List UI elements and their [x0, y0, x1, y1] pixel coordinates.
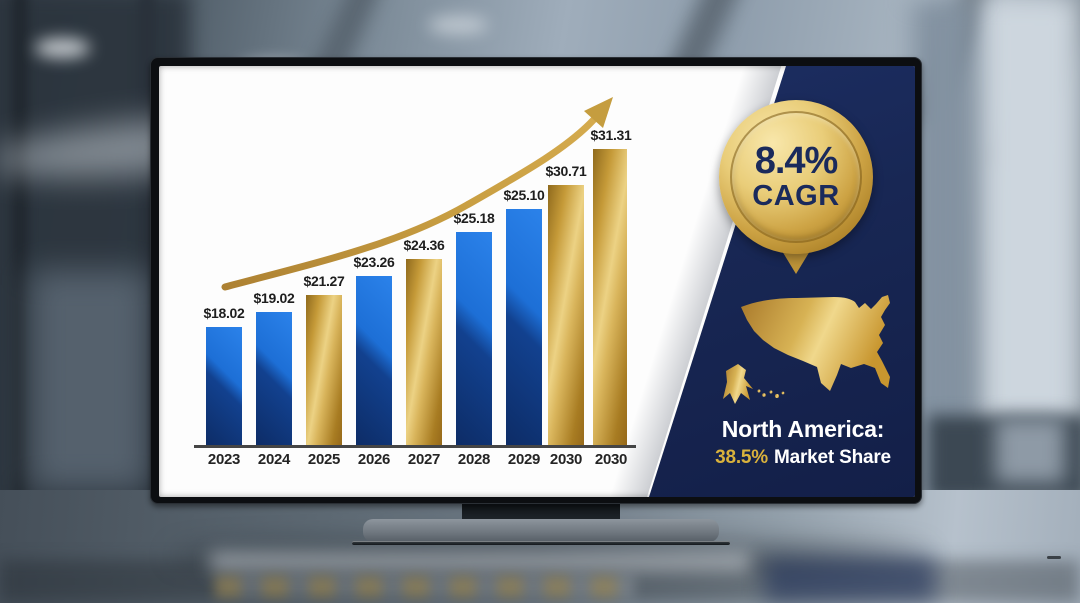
tv-frame: $18.02 $19.02 $21.27 $23.26 $24.36 $25.1… — [150, 57, 1061, 559]
x-tick-label: 2023 — [207, 451, 241, 468]
region-share-block: North America: 38.5% Market Share — [653, 416, 915, 469]
share-value: 38.5% — [715, 447, 768, 469]
usa-map-icon — [723, 295, 890, 404]
bezel-sensor-notch — [1047, 556, 1061, 559]
tv-stand-neck — [462, 503, 620, 524]
bar-value-label: $31.31 — [590, 127, 632, 143]
ceiling-beam — [910, 0, 996, 129]
bar-value-label: $30.71 — [545, 163, 587, 179]
x-tick-label: 2026 — [357, 451, 391, 468]
region-share-line: 38.5% Market Share — [653, 447, 915, 469]
ceiling-light — [35, 38, 90, 58]
x-tick-label: 2029 — [507, 451, 541, 468]
x-tick-label: 2025 — [307, 451, 341, 468]
bar-2025 — [306, 295, 342, 445]
bar-value-label: $25.18 — [453, 210, 495, 226]
ceiling-beam — [990, 0, 1080, 175]
bar-2026 — [356, 276, 392, 445]
ceiling-light — [428, 16, 488, 34]
background-furniture-highlight — [995, 418, 1065, 483]
bar-value-label: $18.02 — [203, 305, 245, 321]
bar-value-label: $19.02 — [253, 290, 295, 306]
share-label: Market Share — [773, 447, 891, 469]
x-tick-label: 2028 — [457, 451, 491, 468]
bar-2024 — [256, 312, 292, 445]
bar-value-label: $21.27 — [303, 273, 345, 289]
x-tick-label: 2030 — [549, 451, 583, 468]
tv-screen: $18.02 $19.02 $21.27 $23.26 $24.36 $25.1… — [159, 66, 915, 497]
x-tick-label: 2030 — [594, 451, 628, 468]
bar-value-label: $23.26 — [353, 254, 395, 270]
bar-value-label: $25.10 — [503, 187, 545, 203]
x-tick-label: 2027 — [407, 451, 441, 468]
tv-stand-base — [363, 519, 719, 542]
bar-2028 — [456, 232, 492, 445]
bar-value-label: $24.36 — [403, 237, 445, 253]
badge-inner-ring — [730, 111, 862, 243]
bar-2027 — [406, 259, 442, 445]
background-window-light — [975, 0, 1080, 505]
bar-2023 — [206, 327, 242, 445]
cagr-badge-medallion: 8.4% CAGR — [719, 100, 873, 254]
bar-2029 — [506, 209, 542, 445]
background-furniture — [928, 415, 1080, 500]
x-tick-label: 2024 — [257, 451, 291, 468]
x-axis-line — [194, 445, 636, 448]
bar-2030a — [548, 185, 584, 445]
background-glass-reflection — [30, 270, 150, 490]
background-mullion — [12, 0, 28, 510]
tv-stand-base-edge — [352, 541, 730, 545]
growth-arrow-icon — [221, 97, 613, 291]
bar-2030b — [593, 149, 627, 445]
region-title: North America: — [721, 416, 885, 442]
